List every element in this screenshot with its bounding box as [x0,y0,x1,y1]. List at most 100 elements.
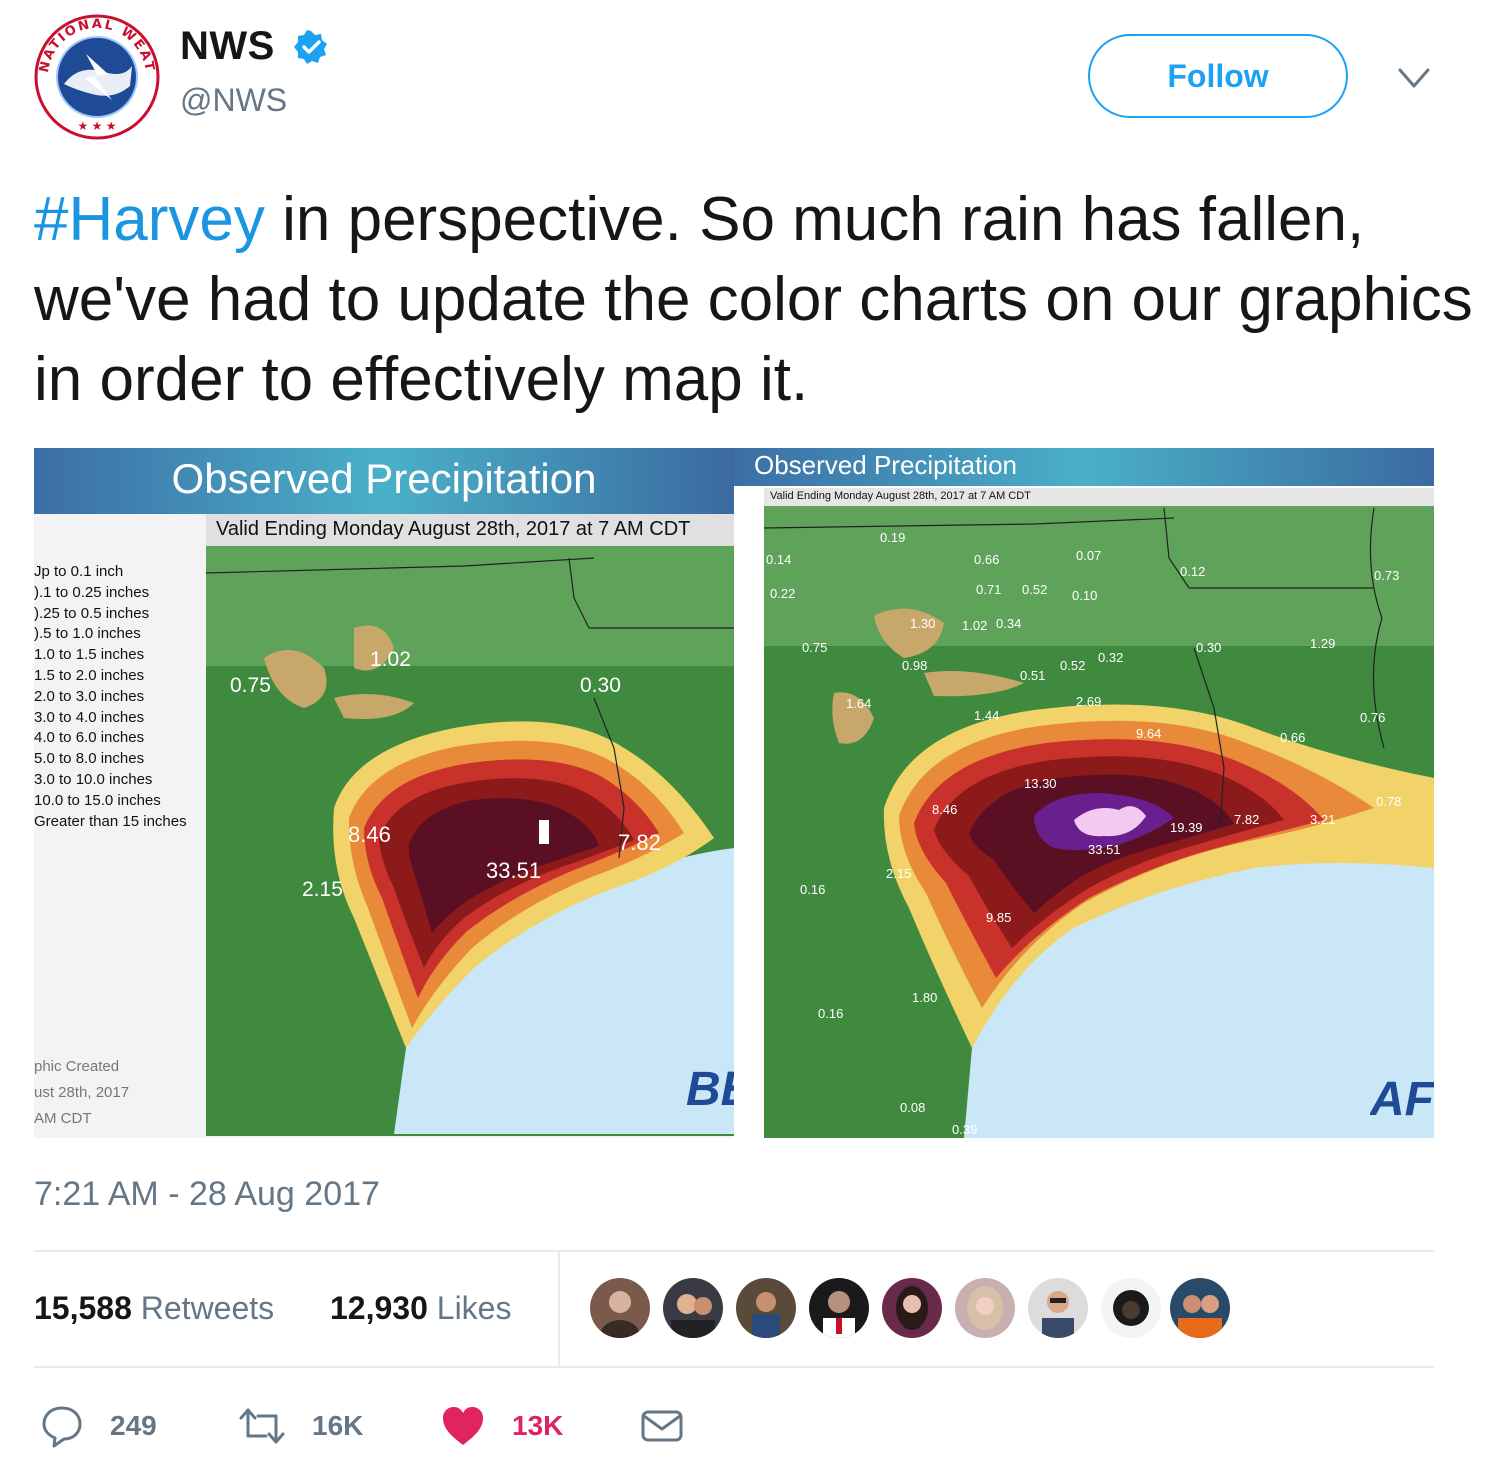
value-label: 0.08 [900,1100,926,1115]
valid-time-before: Valid Ending Monday August 28th, 2017 at… [216,518,691,540]
retweet-count: 16K [312,1410,364,1441]
avatar[interactable] [1028,1278,1088,1338]
divider [558,1252,560,1366]
avatar[interactable] [882,1278,942,1338]
legend-item: 5.0 to 8.0 inches [34,750,145,768]
map-title-before: Observed Precipitation [171,455,597,502]
value-label: 0.30 [1196,640,1222,655]
value-label: 13.30 [1024,776,1057,791]
reply-count: 249 [110,1410,157,1441]
legend-item: 10.0 to 15.0 inches [34,791,161,809]
value-label: 8.46 [932,802,958,817]
value-label: 0.14 [766,552,792,567]
direct-message-button[interactable] [640,1404,710,1448]
nws-logo[interactable]: NATIONAL WEATHER SERVICE ★ ★ ★ [28,3,160,140]
value-label: 0.76 [1360,710,1386,725]
value-label: 19.39 [1170,820,1203,835]
legend-item: Jp to 0.1 inch [34,563,124,580]
created-line: phic Created [34,1058,120,1075]
value-label: 1.29 [1310,636,1336,651]
value-label: 0.39 [952,1122,978,1137]
divider [34,1250,1434,1252]
avatar[interactable] [809,1278,869,1338]
reply-button[interactable]: 249 [40,1404,157,1448]
avatar[interactable] [590,1278,650,1338]
map-title-after: Observed Precipitation [754,450,1018,480]
legend-before: Jp to 0.1 inch ).1 to 0.25 inches ).25 t… [34,562,206,832]
likes-count: 12,930 [330,1290,428,1326]
avatar[interactable] [955,1278,1015,1338]
value-label: 0.52 [1060,658,1086,673]
value-label: 0.66 [1280,730,1306,745]
retweet-icon [239,1408,285,1444]
value-label: 2.15 [886,866,912,881]
value-label: 0.34 [996,616,1022,631]
tweet-body: in perspective. So much rain has fallen,… [34,185,1473,414]
value-label: 0.52 [1022,582,1048,597]
legend-item: ).5 to 1.0 inches [34,625,141,643]
retweets-label: Retweets [140,1290,275,1326]
value-label: 1.80 [912,990,938,1005]
like-button[interactable]: 13K [440,1404,563,1448]
likes-stat[interactable]: 12,930 Likes [330,1290,511,1327]
avatar[interactable] [1170,1278,1230,1338]
value-label: 0.51 [1020,668,1046,683]
value-label: 9.85 [986,910,1012,925]
value-label: 0.75 [802,640,828,655]
likes-label: Likes [436,1290,512,1326]
value-label: 0.71 [976,582,1002,597]
avatar[interactable] [1101,1278,1161,1338]
value-label: 2.15 [302,878,343,901]
follow-button[interactable]: Follow [1088,34,1348,118]
reply-icon [42,1406,82,1448]
svg-text:★ ★ ★: ★ ★ ★ [78,119,117,133]
avatar[interactable] [663,1278,723,1338]
value-label: 1.30 [910,616,936,631]
legend-item: 2.0 to 3.0 inches [34,687,145,705]
legend-item: 3.0 to 4.0 inches [34,708,145,726]
value-label: 0.75 [230,674,271,697]
value-label: 1.64 [846,696,872,711]
value-label: 33.51 [486,858,542,883]
value-label: 33.51 [1088,842,1121,857]
valid-time-after: Valid Ending Monday August 28th, 2017 at… [770,490,1031,502]
value-label: 0.66 [974,552,1000,567]
author-handle[interactable]: @NWS [180,82,288,118]
heart-icon [443,1407,483,1445]
value-label: 1.44 [974,708,1000,723]
value-label: 0.19 [880,530,906,545]
value-label: 3.21 [1310,812,1336,827]
legend-item: 1.0 to 1.5 inches [34,646,145,664]
chevron-down-icon[interactable] [1394,60,1434,96]
after-corner-label: AF [1370,1073,1434,1126]
value-label: 0.12 [1180,564,1206,579]
tweet-timestamp[interactable]: 7:21 AM - 28 Aug 2017 [34,1175,380,1213]
value-label: 0.07 [1076,548,1102,563]
legend-item: Greater than 15 inches [34,812,187,830]
value-label: 1.02 [962,618,988,633]
value-label: 0.22 [770,586,796,601]
tweet-text: #Harvey in perspective. So much rain has… [34,180,1474,420]
legend-item: 1.5 to 2.0 inches [34,666,145,684]
avatar[interactable] [736,1278,796,1338]
created-note-before: phic Created ust 28th, 2017 AM CDT [34,1054,206,1132]
like-count: 13K [512,1410,564,1441]
legend-item: 4.0 to 6.0 inches [34,729,145,747]
value-label: 0.10 [1072,588,1098,603]
value-label: 7.82 [1234,812,1260,827]
hashtag-link[interactable]: #Harvey [34,185,265,254]
author-name[interactable]: NWS [180,24,275,68]
legend-item: 3.0 to 10.0 inches [34,770,153,788]
verified-badge-icon [294,30,328,64]
retweet-button[interactable]: 16K [238,1404,363,1448]
value-label: 0.16 [818,1006,844,1021]
value-label: 0.30 [580,674,621,697]
retweets-stat[interactable]: 15,588 Retweets [34,1290,274,1327]
precip-map-after-image[interactable]: Observed Precipitation Valid Ending Mond… [734,448,1434,1138]
created-line: ust 28th, 2017 [34,1084,130,1101]
divider [34,1366,1434,1368]
precip-map-before-image[interactable]: Observed Precipitation Valid Ending Mond… [34,448,734,1138]
value-label: 2.69 [1076,694,1102,709]
before-corner-label: BE [686,1063,734,1116]
value-label: 9.64 [1136,726,1162,741]
